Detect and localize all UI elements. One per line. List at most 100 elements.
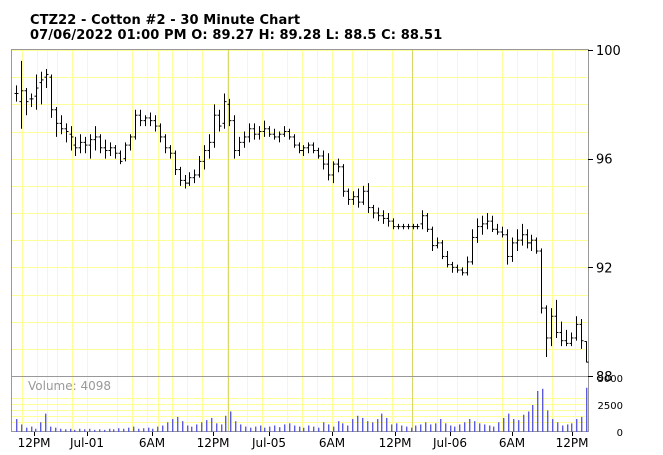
volume-bar [255, 426, 257, 432]
volume-bar [450, 425, 452, 432]
volume-bar [191, 426, 193, 432]
time-tick-label: Jul-06 [432, 436, 467, 450]
price-tick-label: 96 [596, 153, 613, 168]
volume-bar [162, 425, 164, 432]
volume-bar [523, 414, 525, 432]
ohlc-bar [153, 115, 158, 132]
volume-bar [40, 422, 42, 432]
volume-bar [60, 428, 62, 432]
volume-bar [586, 387, 588, 432]
volume-bar [216, 423, 218, 432]
volume-bar [445, 423, 447, 432]
volume-bar [352, 419, 354, 432]
ohlc-bar [450, 261, 455, 273]
volume-bar [182, 421, 184, 432]
volume-bar [415, 425, 417, 432]
volume-bar [279, 427, 281, 432]
volume-label: Volume: 4098 [28, 379, 111, 393]
ohlc-bar [376, 207, 381, 222]
volume-bar [118, 428, 120, 432]
ohlc-bar [59, 115, 64, 135]
volume-bar [338, 421, 340, 432]
ohlc-bar [529, 234, 534, 252]
volume-bar [357, 415, 359, 432]
volume-bar [454, 426, 456, 432]
ohlc-bar [88, 134, 93, 159]
volume-bar [391, 424, 393, 432]
ohlc-bar [118, 150, 123, 165]
ohlc-bar [192, 169, 197, 184]
ohlc-bar [128, 134, 133, 151]
volume-bar [157, 426, 159, 432]
volume-bars [16, 387, 588, 432]
ohlc-bar [574, 316, 579, 341]
volume-bar [396, 423, 398, 432]
ohlc-bar [262, 120, 267, 137]
ohlc-bar [267, 126, 272, 137]
volume-bar [138, 428, 140, 432]
grid [12, 50, 588, 432]
volume-bar [143, 428, 145, 432]
ohlc-bar [554, 299, 559, 338]
ohlc-bar [148, 112, 153, 127]
ohlc-bar [480, 215, 485, 235]
ohlc-bar [425, 213, 430, 233]
price-tick-label: 92 [596, 261, 613, 276]
time-tick-label: 12PM [197, 436, 230, 450]
ohlc-bar [163, 134, 168, 154]
volume-bar [323, 422, 325, 432]
volume-bar [557, 422, 559, 432]
ohlc-bar [495, 223, 500, 235]
ohlc-bar [465, 256, 470, 276]
volume-bar [503, 417, 505, 432]
volume-bar [84, 429, 86, 432]
ohlc-bar [83, 136, 88, 154]
volume-bar [459, 424, 461, 432]
volume-bar [489, 425, 491, 432]
volume-bar [333, 426, 335, 432]
volume-bar [308, 425, 310, 432]
ohlc-bar [391, 218, 396, 230]
time-tick-label: 6AM [499, 436, 525, 450]
ohlc-bar [14, 85, 19, 102]
volume-bar [274, 425, 276, 432]
ohlc-bar [197, 155, 202, 178]
ohlc-bar [455, 264, 460, 273]
ohlc-bar [217, 109, 222, 132]
ohlc-bar [505, 229, 510, 265]
volume-bar [21, 424, 23, 432]
volume-bar [240, 424, 242, 432]
ohlc-bar [401, 223, 406, 230]
volume-bar [367, 421, 369, 432]
ohlc-bar [207, 134, 212, 159]
ohlc-bar [430, 226, 435, 252]
volume-bar [89, 428, 91, 432]
ohlc-bar [292, 134, 297, 148]
volume-bar [79, 428, 81, 432]
ohlc-bar [297, 142, 302, 154]
ohlc-bar [108, 142, 113, 156]
volume-bar [576, 419, 578, 432]
ohlc-bar [515, 229, 520, 252]
volume-bar [420, 424, 422, 432]
volume-bar [177, 416, 179, 432]
volume-bar [342, 423, 344, 432]
volume-bar [264, 427, 266, 432]
ohlc-bar [222, 93, 227, 129]
ohlc-bar [98, 134, 103, 154]
volume-bar [567, 424, 569, 432]
volume-bar [406, 426, 408, 432]
ohlc-bar [500, 226, 505, 238]
volume-bar [235, 421, 237, 432]
volume-bar [284, 424, 286, 432]
volume-bar [411, 427, 413, 432]
price-axis: 100 96 92 88 [588, 44, 621, 385]
volume-bar [528, 411, 530, 432]
time-tick-label: 6AM [319, 436, 345, 450]
ohlc-bar [29, 93, 34, 108]
volume-bar [123, 428, 125, 432]
ohlc-bar [187, 172, 192, 186]
ohlc-bar [287, 128, 292, 140]
volume-bar [469, 419, 471, 432]
